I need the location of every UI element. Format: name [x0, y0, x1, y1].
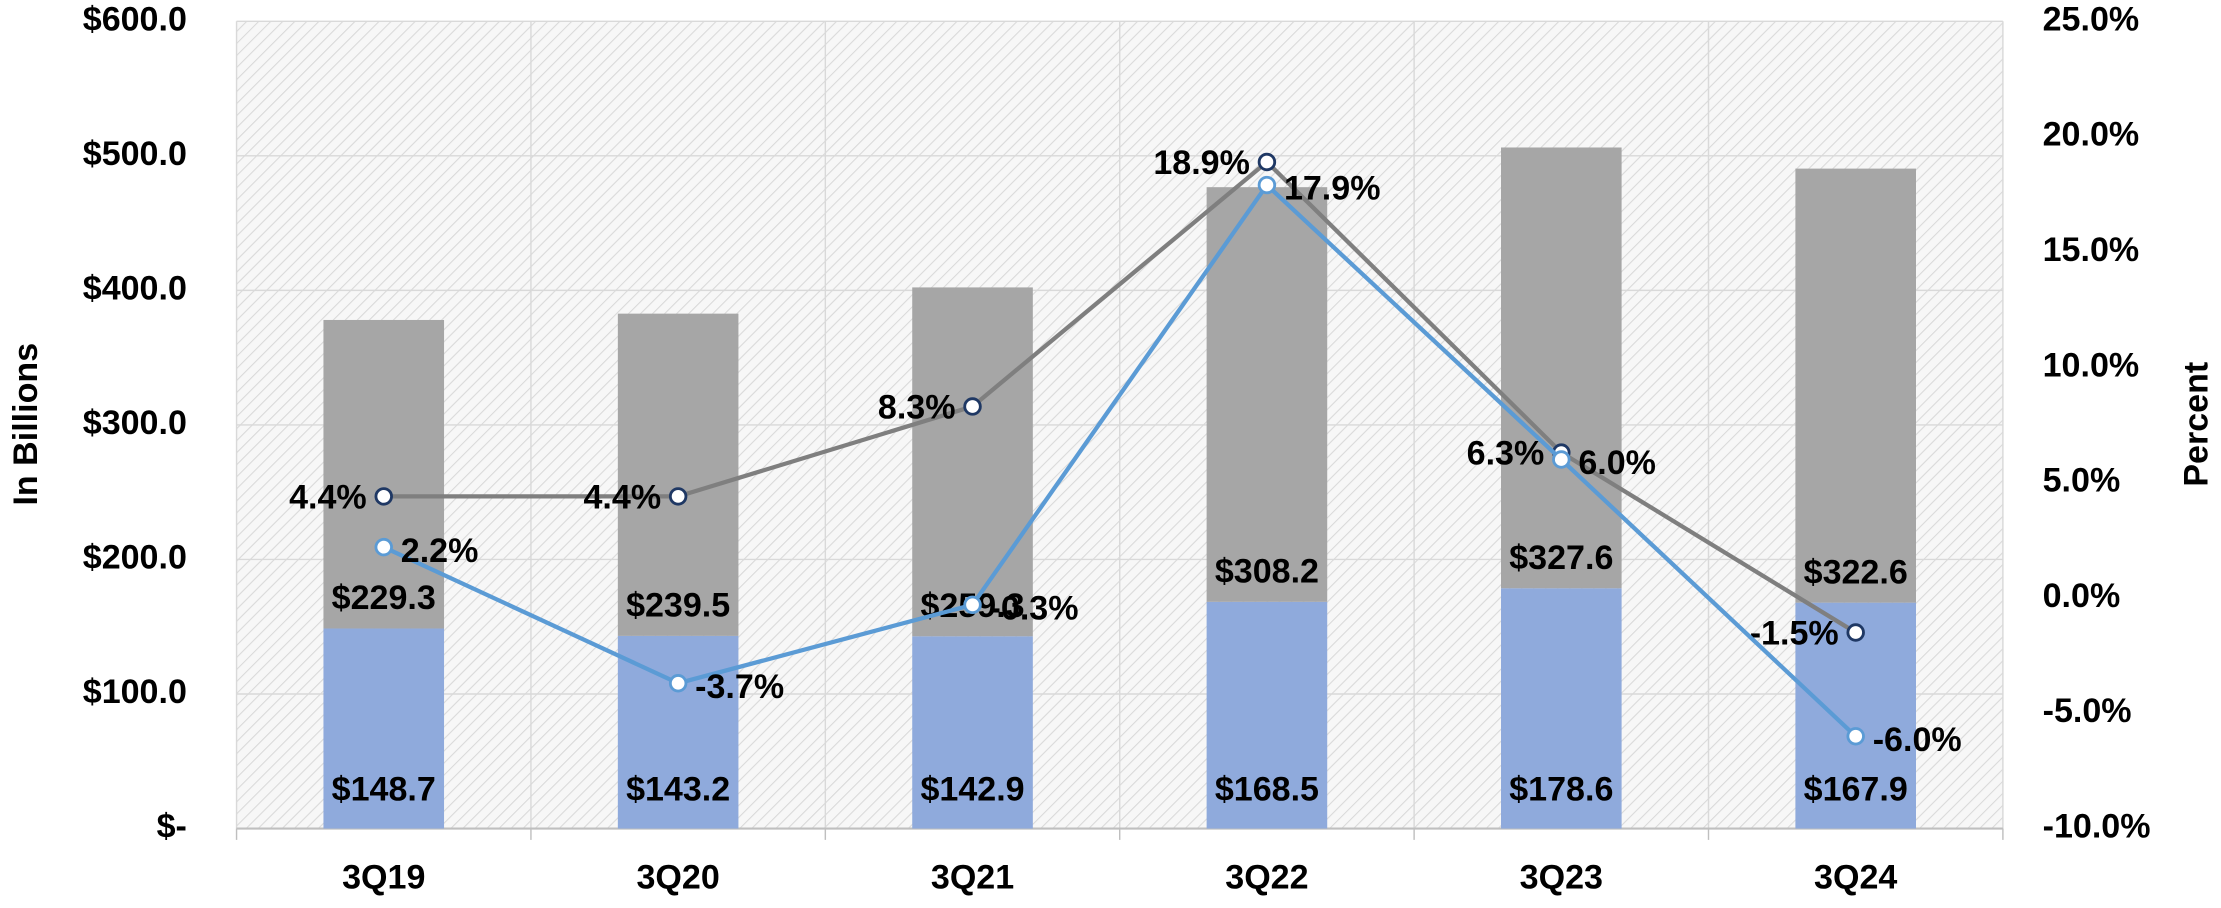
y2-tick-label: 10.0% [2043, 346, 2140, 384]
bar-value-label: $239.5 [626, 587, 730, 625]
bar-value-label: $143.2 [626, 771, 730, 809]
bar-segment [617, 313, 739, 636]
y-tick-label: $500.0 [83, 135, 187, 173]
x-tick-label: 3Q20 [636, 859, 719, 897]
line-marker [374, 537, 393, 557]
y2-tick-label: 15.0% [2043, 231, 2140, 269]
line-value-label: -1.5% [1750, 614, 1839, 652]
bar-segment [617, 635, 739, 829]
bar-segment [1501, 147, 1622, 589]
line-value-label: 4.4% [289, 478, 367, 516]
bar-segment [1206, 187, 1328, 602]
y-tick-label: $200.0 [83, 538, 187, 576]
y2-tick-label: -5.0% [2043, 692, 2132, 730]
x-tick-label: 3Q21 [931, 859, 1014, 897]
y-tick-label: $600.0 [83, 0, 187, 38]
x-tick-label: 3Q24 [1814, 859, 1897, 897]
line [383, 159, 1857, 635]
line [382, 181, 1858, 738]
bar-value-label: $229.3 [332, 579, 436, 617]
y2-tick-label: 0.0% [2043, 577, 2121, 615]
line-marker [1257, 152, 1277, 172]
line-value-label: 2.2% [401, 532, 479, 570]
y2-tick-label: 20.0% [2043, 116, 2140, 154]
x-tick-label: 3Q23 [1520, 859, 1603, 897]
line-marker [1846, 727, 1865, 746]
line-value-label: -6.0% [1873, 721, 1962, 759]
line-marker [963, 595, 982, 615]
bar-value-label: $167.9 [1804, 771, 1908, 809]
y2-tick-label: 5.0% [2043, 462, 2121, 500]
x-tick-label: 3Q19 [342, 859, 425, 897]
bar-segment [912, 287, 1033, 637]
line-marker [1846, 623, 1865, 642]
bar-value-label: $322.6 [1804, 553, 1908, 591]
bar-segment [1795, 168, 1916, 603]
bar-segment [1206, 601, 1328, 829]
x-tick-label: 3Q22 [1225, 859, 1308, 897]
y-tick-label: $- [157, 808, 187, 846]
y-tick-label: $300.0 [83, 404, 187, 442]
line-marker [1257, 175, 1277, 195]
y-tick-label: $400.0 [83, 269, 187, 307]
bar-value-label: $148.7 [332, 771, 436, 809]
bar-value-label: $168.5 [1215, 771, 1319, 809]
line-value-label: 6.0% [1578, 444, 1656, 482]
line-value-label: 17.9% [1284, 170, 1381, 208]
line-value-label: 8.3% [878, 388, 956, 426]
bar-segment [323, 319, 445, 629]
bar-value-label: $327.6 [1509, 539, 1613, 577]
bar-value-label: $308.2 [1215, 552, 1319, 590]
line-marker [374, 487, 393, 506]
y2-tick-label: 25.0% [2043, 0, 2140, 38]
line-marker [1552, 450, 1571, 469]
bar-value-label: $142.9 [920, 771, 1024, 809]
line-value-label: 4.4% [584, 478, 662, 516]
y2-tick-label: -10.0% [2043, 808, 2151, 846]
bar-value-label: $178.6 [1509, 771, 1613, 809]
line-value-label: -3.7% [695, 668, 784, 706]
y2-axis-label: Percent [2178, 362, 2216, 487]
line-marker [963, 397, 982, 416]
bar-segment [323, 628, 445, 829]
line-marker [668, 487, 688, 506]
line-value-label: -0.3% [990, 589, 1079, 627]
y-tick-label: $100.0 [83, 673, 187, 711]
line-value-label: 6.3% [1467, 434, 1545, 472]
bar-segment [1501, 588, 1622, 829]
line-marker [668, 674, 688, 693]
bar-segment [912, 636, 1033, 829]
line-value-label: 18.9% [1153, 144, 1250, 182]
y-axis-label: In Billions [7, 343, 45, 506]
